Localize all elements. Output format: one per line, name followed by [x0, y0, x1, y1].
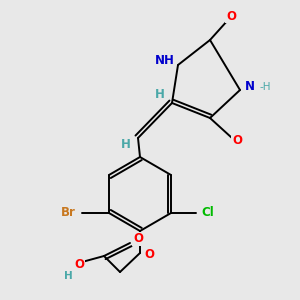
Text: H: H — [64, 271, 72, 281]
Text: H: H — [121, 137, 131, 151]
Text: O: O — [232, 134, 242, 146]
Text: O: O — [133, 232, 143, 245]
Text: H: H — [155, 88, 165, 101]
Text: NH: NH — [155, 55, 175, 68]
Text: Cl: Cl — [202, 206, 214, 220]
Text: O: O — [144, 248, 154, 262]
Text: Br: Br — [61, 206, 75, 220]
Text: N: N — [245, 80, 255, 94]
Text: -H: -H — [259, 82, 271, 92]
Text: O: O — [226, 10, 236, 22]
Text: O: O — [74, 257, 84, 271]
